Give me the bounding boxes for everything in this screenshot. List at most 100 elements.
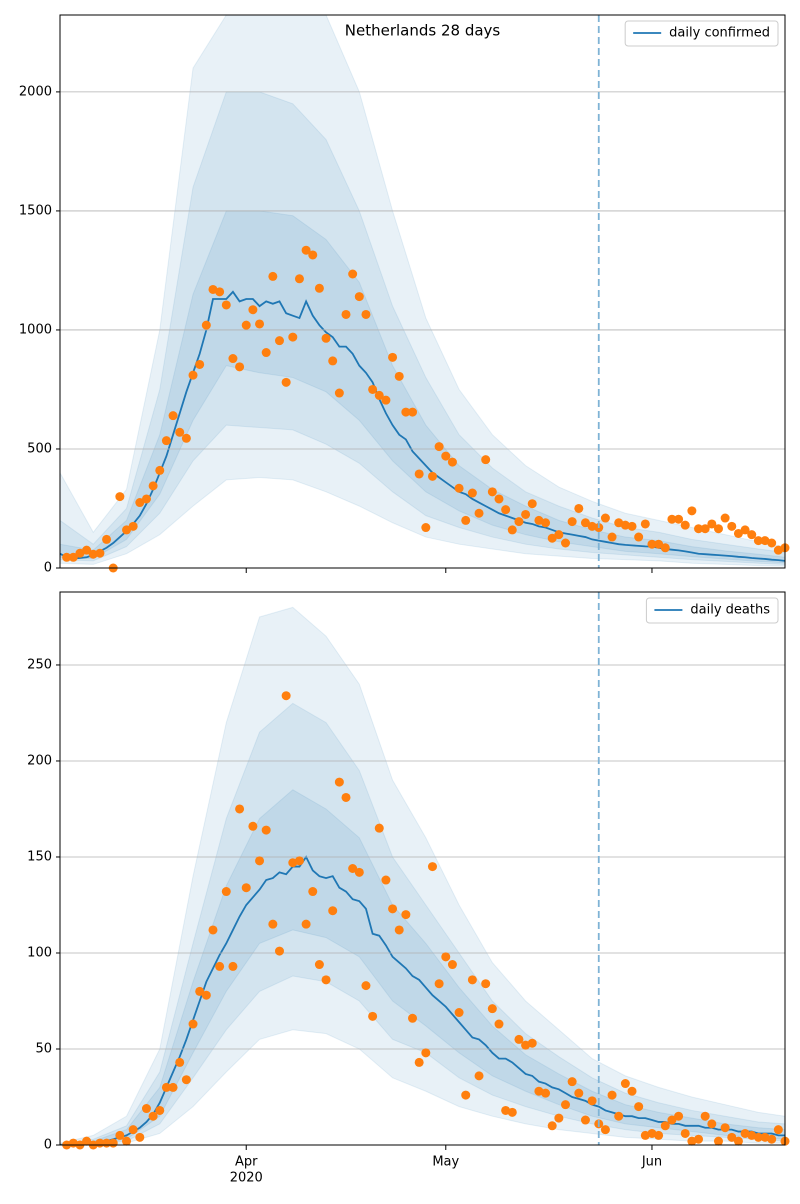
observed-point — [674, 1111, 684, 1121]
y-tick-label: 1500 — [19, 203, 52, 218]
observed-point — [122, 525, 132, 535]
observed-point — [294, 856, 304, 866]
observed-point — [148, 1111, 158, 1121]
observed-point — [241, 883, 251, 893]
observed-point — [255, 319, 265, 329]
observed-point — [181, 1075, 191, 1085]
observed-point — [607, 532, 617, 542]
observed-point — [694, 524, 704, 534]
observed-point — [161, 436, 171, 446]
observed-point — [261, 348, 271, 358]
observed-point — [647, 539, 657, 549]
observed-point — [155, 1105, 165, 1115]
observed-point — [235, 804, 245, 814]
observed-point — [561, 1100, 571, 1110]
observed-point — [381, 875, 391, 885]
observed-point — [634, 1102, 644, 1112]
observed-point — [414, 1057, 424, 1067]
observed-point — [274, 946, 284, 956]
observed-point — [753, 536, 763, 546]
observed-point — [274, 336, 284, 346]
y-tick-label: 500 — [27, 441, 52, 456]
y-tick-label: 0 — [44, 561, 52, 576]
observed-point — [514, 517, 524, 527]
observed-point — [68, 552, 78, 562]
observed-point — [521, 509, 531, 519]
uncertainty-band — [60, 15, 785, 567]
observed-point — [215, 961, 225, 971]
observed-point — [414, 469, 424, 479]
observed-point — [554, 530, 564, 540]
observed-point — [215, 287, 225, 297]
observed-point — [527, 1038, 537, 1048]
observed-point — [481, 455, 491, 465]
observed-point — [494, 1019, 504, 1029]
observed-point — [574, 503, 584, 513]
observed-point — [348, 269, 358, 279]
observed-point — [168, 411, 178, 421]
observed-point — [733, 1136, 743, 1146]
legend-box — [624, 20, 779, 47]
observed-point — [354, 292, 364, 302]
observed-point — [388, 904, 398, 914]
observed-point — [733, 528, 743, 538]
observed-point — [208, 925, 218, 935]
observed-point — [620, 520, 630, 530]
observed-point — [308, 250, 318, 260]
observed-point — [607, 1090, 617, 1100]
observed-point — [767, 1134, 777, 1144]
observed-point — [720, 1123, 730, 1133]
observed-point — [421, 1048, 431, 1058]
observed-point — [421, 523, 431, 533]
observed-point — [720, 513, 730, 523]
observed-point — [507, 1107, 517, 1117]
observed-point — [700, 524, 710, 534]
observed-point — [567, 1077, 577, 1087]
observed-point — [441, 451, 451, 461]
observed-point — [221, 300, 231, 310]
y-tick-label: 200 — [27, 753, 52, 768]
observed-point — [614, 1111, 624, 1121]
observed-point — [408, 1013, 418, 1023]
observed-point — [268, 271, 278, 281]
observed-point — [427, 862, 437, 872]
observed-point — [241, 320, 251, 330]
observed-point — [507, 525, 517, 535]
legend-label: daily deaths — [690, 603, 770, 618]
axes-frame — [59, 14, 786, 569]
observed-point — [434, 979, 444, 989]
x-tick-label: Jun — [641, 1155, 662, 1170]
observed-point — [580, 1115, 590, 1125]
x-tick-label: May — [432, 1155, 459, 1170]
observed-point — [680, 520, 690, 530]
observed-point — [547, 1121, 557, 1131]
observed-point — [261, 825, 271, 835]
observed-point — [301, 919, 311, 929]
observed-point — [328, 906, 338, 916]
observed-point — [195, 359, 205, 369]
observed-point — [580, 518, 590, 528]
observed-point — [228, 354, 238, 364]
uncertainty-band — [60, 789, 785, 1145]
observed-point — [707, 519, 717, 529]
observed-point — [95, 548, 105, 558]
observed-point — [474, 1071, 484, 1081]
observed-point — [314, 960, 324, 970]
observed-point — [620, 1079, 630, 1089]
observed-point — [654, 1130, 664, 1140]
observed-point — [62, 552, 72, 562]
y-tick-label: 0 — [44, 1138, 52, 1153]
observed-point — [334, 388, 344, 398]
observed-point — [600, 513, 610, 523]
observed-point — [195, 986, 205, 996]
observed-point — [115, 1130, 125, 1140]
observed-point — [747, 530, 757, 540]
observed-point — [221, 887, 231, 897]
observed-point — [401, 910, 411, 920]
uncertainty-band — [60, 702, 785, 1145]
observed-point — [547, 533, 557, 543]
observed-point — [128, 521, 138, 531]
observed-point — [135, 498, 145, 508]
observed-point — [454, 1008, 464, 1018]
observed-point — [527, 499, 537, 509]
